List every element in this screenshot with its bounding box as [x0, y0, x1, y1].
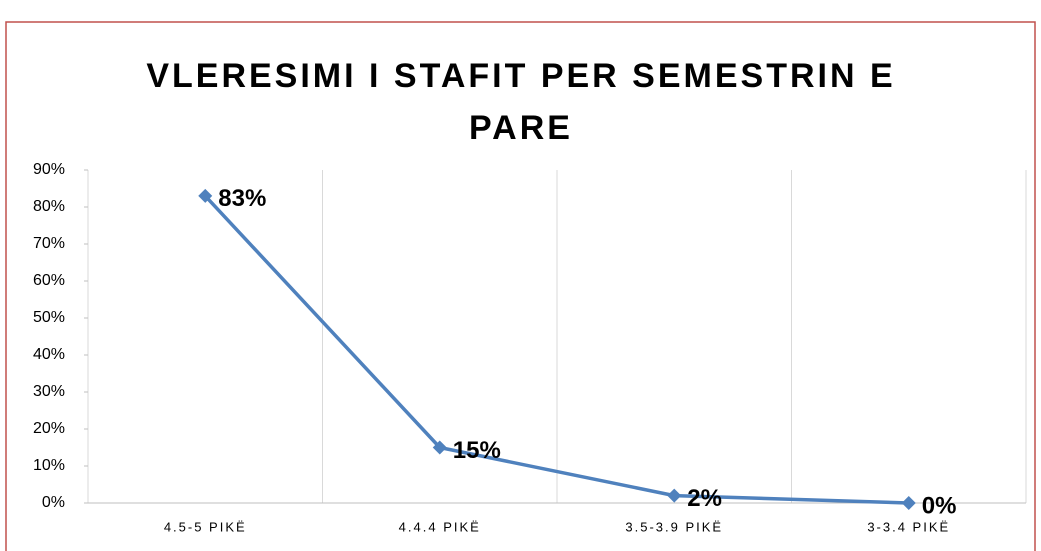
chart-title: PARE — [469, 109, 573, 147]
y-tick-label: 40% — [33, 346, 65, 363]
x-tick-label: 4.5-5 PIKË — [164, 519, 247, 534]
y-tick-label: 80% — [33, 198, 65, 215]
data-label: 15% — [453, 437, 501, 464]
y-tick-label: 30% — [33, 383, 65, 400]
y-tick-label: 20% — [33, 420, 65, 437]
series-line — [203, 194, 909, 505]
chart-title: VLERESIMI I STAFIT PER SEMESTRIN E — [146, 57, 895, 95]
y-tick-label: 60% — [33, 272, 65, 289]
point-marker — [198, 188, 213, 203]
point-marker — [432, 440, 447, 455]
x-tick-label: 3-3.4 PIKË — [867, 519, 950, 534]
x-tick-label: 3.5-3.9 PIKË — [625, 519, 723, 534]
point-marker — [901, 496, 916, 510]
y-tick-label: 90% — [33, 161, 65, 178]
frame — [5, 21, 1036, 551]
data-label: 0% — [922, 492, 957, 519]
y-tick-label: 10% — [33, 457, 65, 474]
x-tick-label: 4.4.4 PIKË — [399, 519, 481, 534]
data-label: 83% — [218, 185, 266, 212]
y-tick-label: 0% — [42, 494, 65, 511]
y-tick-label: 70% — [33, 235, 65, 252]
data-label: 2% — [687, 485, 722, 512]
y-tick-label: 50% — [33, 309, 65, 326]
point-marker — [667, 488, 682, 503]
